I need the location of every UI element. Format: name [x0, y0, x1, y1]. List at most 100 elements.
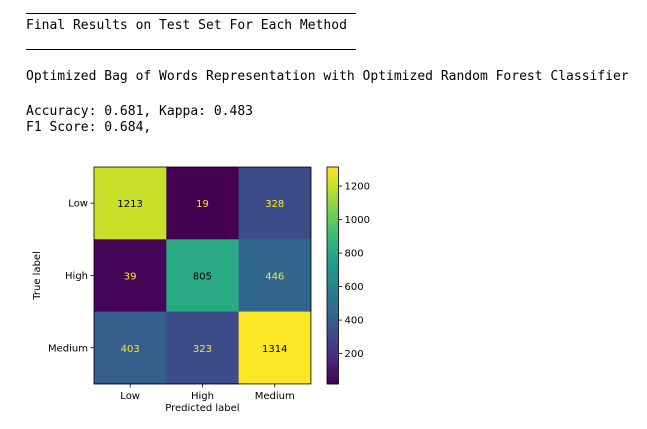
- colorbar-tick-label: 200: [345, 349, 364, 360]
- colorbar-segment: [327, 297, 339, 302]
- colorbar-segment: [327, 304, 339, 309]
- colorbar-segment: [327, 177, 339, 183]
- colorbar-segment: [327, 242, 339, 248]
- colorbar-segment: [327, 380, 339, 385]
- colorbar-segment: [327, 369, 339, 374]
- separator-line-top: [26, 13, 356, 14]
- colorbar-segment: [327, 188, 339, 193]
- colorbar-segment: [327, 282, 339, 287]
- colorbar-segment: [327, 264, 339, 269]
- results-heading: Final Results on Test Set For Each Metho…: [26, 18, 347, 33]
- colorbar-frame: [326, 166, 339, 385]
- colorbar-segment: [327, 232, 339, 237]
- colorbar-segment: [327, 373, 339, 378]
- colorbar-segment: [327, 221, 339, 226]
- cell-value-label: 39: [124, 271, 137, 282]
- matrix-cell: [238, 239, 312, 313]
- colorbar-tick-label: 400: [345, 316, 364, 327]
- colorbar-segment: [327, 268, 339, 273]
- colorbar-tick-label: 600: [345, 282, 364, 293]
- colorbar-segment: [327, 206, 339, 211]
- colorbar-segment: [327, 271, 339, 277]
- colorbar-segment: [327, 192, 339, 197]
- colorbar-segment: [327, 336, 339, 342]
- colorbar-segment: [327, 307, 339, 313]
- colorbar-segment: [327, 217, 339, 222]
- colorbar-segment: [327, 300, 339, 305]
- colorbar-segment: [327, 362, 339, 367]
- cell-value-label: 446: [265, 271, 284, 282]
- colorbar-segment: [327, 344, 339, 349]
- cell-value-label: 19: [196, 199, 209, 210]
- cell-value-label: 403: [121, 344, 140, 355]
- colorbar-segment: [327, 311, 339, 316]
- colorbar-segment: [327, 250, 339, 255]
- colorbar-segment: [327, 228, 339, 233]
- colorbar-segment: [327, 181, 339, 186]
- colorbar-segment: [327, 213, 339, 219]
- colorbar-segment: [327, 351, 339, 356]
- colorbar-segment: [327, 347, 339, 352]
- colorbar-segment: [327, 286, 339, 291]
- colorbar-tick-label: 1200: [345, 182, 370, 193]
- colorbar-segment: [327, 210, 339, 215]
- colorbar-segment: [327, 315, 339, 320]
- y-axis-label: True label: [32, 251, 43, 301]
- colorbar-segment: [327, 358, 339, 363]
- colorbar-segment: [327, 318, 339, 324]
- matrix-cell: [166, 239, 240, 313]
- colorbar-segment: [327, 257, 339, 262]
- matrix-cell: [238, 311, 312, 385]
- colorbar-segment: [327, 279, 339, 284]
- colorbar-segment: [327, 260, 339, 266]
- colorbar-segment: [327, 170, 339, 175]
- metrics-f1-score: F1 Score: 0.684,: [26, 120, 152, 135]
- colorbar-segment: [327, 333, 339, 338]
- colorbar-segment: [327, 185, 339, 190]
- x-tick-label: Medium: [255, 391, 295, 402]
- colorbar-segment: [327, 195, 339, 201]
- cell-value-label: 1213: [117, 199, 142, 210]
- matrix-cell: [94, 239, 167, 313]
- colorbar-segment: [327, 326, 339, 331]
- separator-line-bottom: [26, 49, 356, 50]
- cell-value-label: 805: [193, 271, 212, 282]
- y-tick-label: Medium: [48, 343, 88, 354]
- cell-value-label: 328: [265, 199, 284, 210]
- colorbar-segment: [327, 203, 339, 208]
- cell-value-label: 323: [193, 344, 212, 355]
- cell-value-label: 1314: [262, 344, 287, 355]
- x-tick-label: High: [191, 391, 214, 402]
- colorbar-segment: [327, 329, 339, 334]
- colorbar-segment: [327, 340, 339, 345]
- colorbar-segment: [327, 253, 339, 258]
- colorbar-segment: [327, 235, 339, 240]
- colorbar-segment: [327, 275, 339, 280]
- colorbar-segment: [327, 376, 339, 381]
- colorbar-segment: [327, 199, 339, 204]
- matrix-cell: [94, 167, 167, 240]
- colorbar-segment: [327, 354, 339, 360]
- colorbar-tick-label: 1000: [345, 215, 370, 226]
- matrix-cell: [166, 311, 240, 385]
- x-tick-label: Low: [120, 391, 140, 402]
- x-axis-label: Predicted label: [165, 403, 239, 414]
- colorbar-tick-label: 800: [345, 249, 364, 260]
- colorbar-segment: [327, 239, 339, 244]
- colorbar-segment: [327, 322, 339, 327]
- colorbar-segment: [327, 224, 339, 230]
- method-description: Optimized Bag of Words Representation wi…: [26, 69, 629, 84]
- y-tick-label: High: [65, 271, 88, 282]
- colorbar-segment: [327, 246, 339, 251]
- colorbar-segment: [327, 293, 339, 298]
- y-tick-label: Low: [68, 199, 88, 210]
- matrix-cell: [238, 167, 312, 240]
- colorbar-segment: [327, 167, 339, 172]
- matrix-cell: [94, 311, 167, 385]
- colorbar-segment: [327, 174, 339, 179]
- metrics-accuracy-kappa: Accuracy: 0.681, Kappa: 0.483: [26, 104, 253, 119]
- matrix-cell: [166, 167, 240, 240]
- colorbar-segment: [327, 365, 339, 371]
- colorbar-segment: [327, 289, 339, 295]
